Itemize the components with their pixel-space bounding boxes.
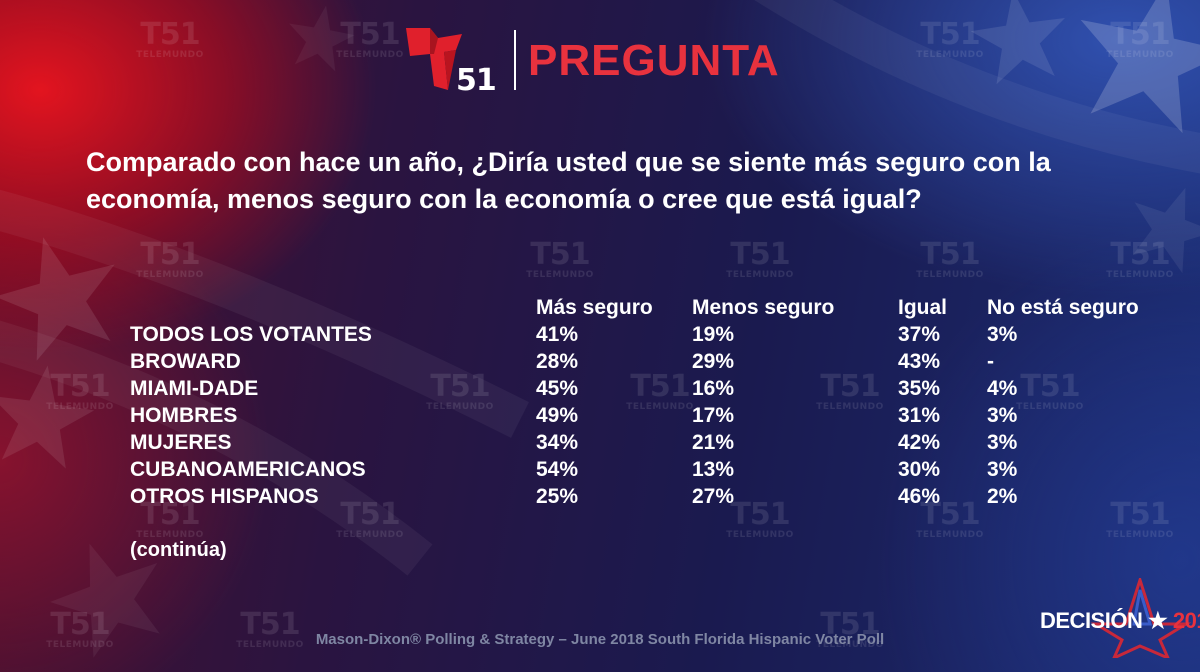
star-outline-icon: [1090, 578, 1192, 658]
table-cell: 49%: [536, 404, 579, 427]
channel-number: 51: [456, 63, 497, 98]
watermark-logo: T51 TELEMUNDO: [626, 369, 694, 413]
table-cell: 19%: [692, 323, 735, 346]
poll-question: Comparado con hace un año, ¿Diría usted …: [86, 147, 1051, 214]
watermark-logo: T51 TELEMUNDO: [136, 237, 204, 281]
telemundo-logo-icon: [406, 28, 462, 90]
watermark-logo: T51 TELEMUNDO: [1106, 497, 1174, 541]
row-label: OTROS HISPANOS: [130, 485, 319, 508]
decision-label: DECISIÓN ★ 2018: [1040, 608, 1200, 633]
watermark-logo: T51 TELEMUNDO: [726, 497, 794, 541]
watermark-logo: T51 TELEMUNDO: [1106, 17, 1174, 61]
watermark-logo: T51 TELEMUNDO: [336, 497, 404, 541]
header-divider: [514, 30, 516, 90]
table-cell: 35%: [898, 377, 941, 400]
watermark-logo: T51 TELEMUNDO: [526, 237, 594, 281]
watermark-logo: T51 TELEMUNDO: [726, 237, 794, 281]
table-cell: 28%: [536, 350, 579, 373]
watermark-logo: T51 TELEMUNDO: [236, 607, 304, 651]
table-cell: 27%: [692, 485, 735, 508]
decision-2018-logo: DECISIÓN ★ 2018: [1022, 578, 1200, 658]
watermark-logo: T51 TELEMUNDO: [46, 607, 114, 651]
star-icon: ★: [1147, 608, 1168, 633]
row-label: CUBANOAMERICANOS: [130, 458, 366, 481]
table-cell: 25%: [536, 485, 579, 508]
table-cell: 45%: [536, 377, 579, 400]
table-cell: 43%: [898, 350, 941, 373]
watermark-logo: T51 TELEMUNDO: [336, 17, 404, 61]
table-cell: 21%: [692, 431, 735, 454]
watermark-logo: T51 TELEMUNDO: [816, 369, 884, 413]
table-cell: 29%: [692, 350, 735, 373]
table-cell: 42%: [898, 431, 941, 454]
table-cell: 13%: [692, 458, 735, 481]
table-cell: 41%: [536, 323, 579, 346]
table-cell: 2%: [987, 485, 1018, 508]
watermark-logo: T51 TELEMUNDO: [816, 607, 884, 651]
row-label: BROWARD: [130, 350, 241, 373]
table-cell: 4%: [987, 377, 1018, 400]
row-label: MUJERES: [130, 431, 232, 454]
row-label: TODOS LOS VOTANTES: [130, 323, 372, 346]
watermark-logo: T51 TELEMUNDO: [136, 17, 204, 61]
column-header: Más seguro: [536, 296, 653, 319]
table-cell: 16%: [692, 377, 735, 400]
source-footer: Mason-Dixon® Polling & Strategy – June 2…: [315, 631, 885, 648]
table-cell: 31%: [898, 404, 941, 427]
watermark-logo: T51 TELEMUNDO: [916, 17, 984, 61]
watermark-logo: T51 TELEMUNDO: [1016, 369, 1084, 413]
watermark-logo: T51 TELEMUNDO: [916, 237, 984, 281]
table-cell: -: [987, 350, 994, 373]
row-label: HOMBRES: [130, 404, 238, 427]
table-cell: 3%: [987, 404, 1018, 427]
continued-note: (continúa): [130, 539, 227, 561]
table-cell: 3%: [987, 431, 1018, 454]
table-cell: 3%: [987, 458, 1018, 481]
watermark-logo: T51 TELEMUNDO: [426, 369, 494, 413]
watermark-logo: T51 TELEMUNDO: [916, 497, 984, 541]
header-title: PREGUNTA: [528, 36, 780, 85]
column-header: Menos seguro: [692, 296, 835, 319]
table-cell: 30%: [898, 458, 941, 481]
table-cell: 34%: [536, 431, 579, 454]
table-cell: 17%: [692, 404, 735, 427]
table-cell: 37%: [898, 323, 941, 346]
table-cell: 54%: [536, 458, 579, 481]
watermark-logo: T51 TELEMUNDO: [136, 497, 204, 541]
table-cell: 46%: [898, 485, 941, 508]
column-header: No está seguro: [987, 296, 1139, 319]
row-label: MIAMI-DADE: [130, 377, 259, 400]
table-cell: 3%: [987, 323, 1018, 346]
watermark-logo: T51 TELEMUNDO: [1106, 237, 1174, 281]
watermark-logo: T51 TELEMUNDO: [46, 369, 114, 413]
column-header: Igual: [898, 296, 948, 319]
